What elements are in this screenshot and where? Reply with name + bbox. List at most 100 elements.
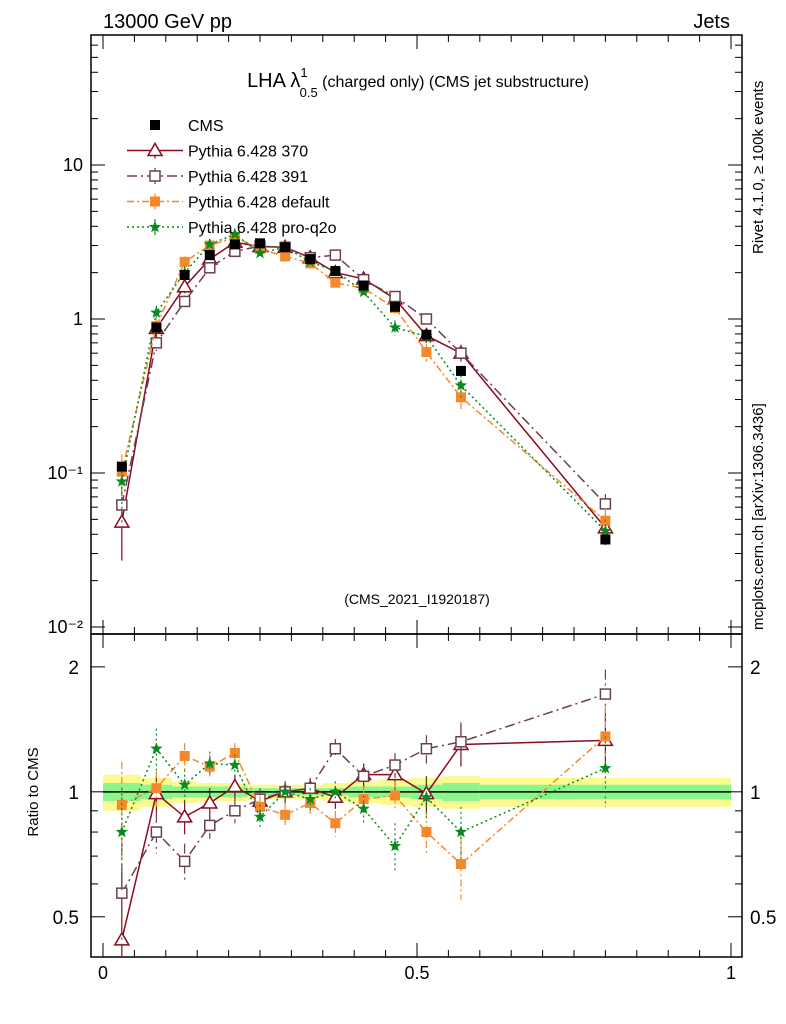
main-series-4-point — [388, 321, 402, 333]
main-series-cms-point — [390, 301, 401, 312]
ratio-xtick-label: 0 — [98, 963, 108, 983]
main-ytick-label: 10⁻² — [47, 617, 83, 637]
main-series-cms-point — [255, 238, 265, 249]
ratio-ytick-label: 2 — [68, 658, 79, 679]
main-series-2-point — [420, 313, 433, 325]
main-plot: 10 1 10⁻¹ 10⁻² — [47, 34, 743, 637]
legend-label: CMS — [188, 118, 224, 135]
ratio-series-4-point — [420, 790, 433, 803]
main-series-cms-point — [305, 254, 316, 265]
main-series-cms-point — [116, 461, 127, 472]
main-ytick-label: 10⁻¹ — [47, 463, 83, 483]
ratio-series-4-line — [121, 747, 606, 848]
ratio-series-3-point — [229, 748, 240, 759]
ratio-series-1-point — [176, 808, 193, 823]
ratio-series-4-point — [228, 758, 242, 771]
ratio-series-4-point — [304, 792, 317, 805]
main-ytick-label: 1 — [73, 309, 83, 329]
legend-marker — [149, 170, 161, 182]
plot-title: LHA λ1 0.5 (charged only) (CMS jet substr… — [247, 65, 589, 100]
ratio-series-3-point — [280, 809, 291, 820]
main-series-2-point — [178, 295, 191, 308]
main-series-cms-point — [421, 329, 432, 340]
ratio-series-3-point — [455, 859, 466, 870]
ratio-series-2-point — [329, 742, 342, 755]
legend: CMS Pythia 6.428 370 Pythia 6.428 391 Pythi… — [127, 118, 337, 237]
ratio-series-2-point — [116, 887, 128, 899]
main-series-2-point — [455, 347, 467, 359]
legend-marker — [148, 220, 162, 233]
ratio-series-4-point — [253, 810, 267, 823]
main-series-cms-point — [358, 280, 369, 291]
main-series-2-point — [150, 337, 163, 349]
ratio-series-4-point — [599, 761, 612, 774]
main-series-2-point — [389, 290, 401, 303]
ratio-series-2-point — [420, 742, 433, 755]
main-series-2-point — [116, 499, 128, 511]
ratio-series-4-point — [278, 785, 292, 798]
main-series-4-point — [203, 237, 216, 250]
watermark: (CMS_2021_I1920187) — [344, 591, 490, 607]
ratio-series-2-point — [455, 736, 467, 748]
main-series-3-point — [330, 277, 341, 288]
ratio-series-2-point — [599, 688, 612, 700]
header-right: Jets — [693, 11, 730, 33]
ratio-ytick-label-right: 0.5 — [750, 908, 776, 929]
ratio-series-1-line — [121, 739, 606, 940]
main-series-cms-point — [151, 322, 162, 333]
ratio-series-4-point — [178, 778, 191, 791]
main-series-cms-point — [229, 239, 240, 250]
title-sub: 0.5 — [300, 85, 318, 100]
ratio-series-3-point — [390, 790, 401, 801]
legend-label: Pythia 6.428 391 — [188, 169, 308, 186]
main-series-cms-point — [280, 242, 291, 253]
main-series-2-point — [329, 249, 342, 261]
ratio-series-2-point — [150, 826, 163, 838]
main-series-cms-point — [179, 270, 190, 281]
ratio-series-3-point — [421, 827, 432, 838]
ratio-series-1-point — [201, 794, 219, 809]
main-series-3-point — [179, 256, 190, 267]
ratio-xtick-label: 0.5 — [404, 963, 429, 983]
ratio-series-3-point — [330, 818, 341, 829]
main-series-2-point — [599, 498, 612, 510]
ratio-series-4-point — [357, 802, 370, 815]
main-series-3-point — [229, 232, 240, 243]
ratio-ytick-label: 1 — [68, 783, 79, 804]
main-series-4-point — [253, 246, 267, 259]
ratio-series-2-point — [204, 819, 216, 832]
ratio-xtick-label: 1 — [726, 963, 736, 983]
ratio-series-1-point — [226, 778, 244, 793]
ratio-series-3-point — [305, 797, 316, 808]
ratio-series-4-point — [115, 825, 129, 838]
ratio-series-2-point — [357, 770, 370, 783]
ratio-ytick-label: 0.5 — [53, 908, 79, 929]
ratio-series-3-point — [358, 794, 369, 805]
main-series-3-point — [116, 466, 127, 477]
legend-label: Pythia 6.428 pro-q2o — [188, 220, 337, 237]
ratio-series-3-point — [151, 783, 162, 794]
ratio-series-4-point — [329, 785, 342, 798]
legend-marker — [146, 142, 164, 157]
ratio-series-3-point — [179, 750, 190, 761]
ratio-series-4-point — [388, 839, 402, 852]
ratio-series-2-point — [389, 759, 401, 771]
main-series-2-point — [204, 262, 216, 274]
legend-marker — [150, 196, 160, 207]
main-series-4-point — [454, 379, 468, 391]
title-rest: (charged only) (CMS jet substructure) — [318, 74, 589, 91]
ratio-series-2-point — [178, 855, 191, 868]
main-series-1-point — [176, 278, 193, 293]
title-sup: 1 — [300, 65, 307, 80]
main-series-4-point — [115, 475, 129, 487]
title-main: LHA λ — [247, 70, 300, 92]
ratio-ylabel: Ratio to CMS — [25, 747, 42, 836]
main-series-4-point — [599, 524, 612, 537]
main-ytick-label: 10 — [63, 155, 83, 175]
header-left: 13000 GeV pp — [103, 11, 232, 33]
main-series-4-point — [357, 285, 370, 298]
legend-label: Pythia 6.428 default — [188, 195, 330, 212]
main-series-1-line — [121, 241, 606, 529]
main-series-4-point — [150, 306, 163, 318]
